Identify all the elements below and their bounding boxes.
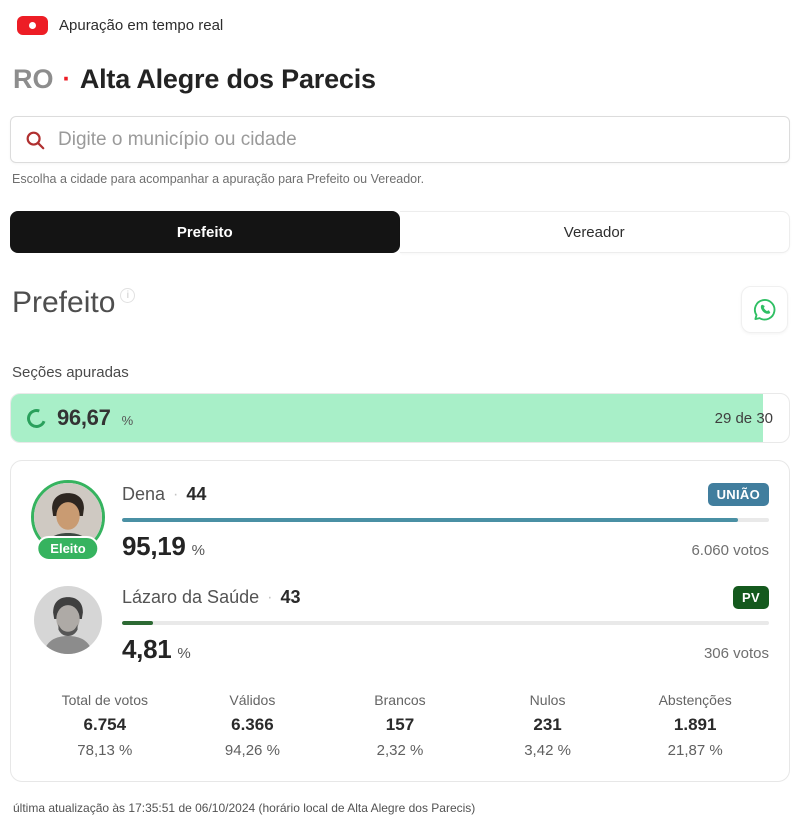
tab-prefeito[interactable]: Prefeito: [10, 211, 400, 253]
stat-label: Brancos: [374, 692, 426, 708]
candidate-percent-sign: %: [191, 542, 205, 559]
dot-separator: ·: [267, 588, 273, 606]
candidate-details: Lázaro da Saúde · 43 PV 4,81 % 306 votos: [122, 583, 769, 665]
stat-validos: Válidos 6.366 94,26 %: [179, 692, 327, 759]
info-icon[interactable]: i: [120, 288, 136, 303]
search-input[interactable]: [58, 128, 776, 151]
city-name: Alta Alegre dos Parecis: [79, 64, 376, 94]
stat-value: 231: [533, 715, 562, 734]
candidate-percent: 95,19: [122, 531, 186, 561]
candidate-vote-bar: [122, 518, 769, 522]
section-title-text: Prefeito: [12, 286, 116, 319]
search-icon: [26, 131, 45, 149]
state-abbreviation: RO: [13, 64, 54, 94]
whatsapp-share-button[interactable]: [741, 286, 788, 333]
candidate-row-lazaro: Lázaro da Saúde · 43 PV 4,81 % 306 votos: [31, 583, 769, 665]
candidates-card: Eleito Dena · 44 UNIÃO 95,19 % 6.060 vot…: [10, 460, 790, 782]
live-tv-icon: [17, 16, 48, 35]
candidate-result-row: 4,81 % 306 votos: [122, 634, 769, 665]
candidate-details: Dena · 44 UNIÃO 95,19 % 6.060 votos: [122, 480, 769, 562]
candidate-avatar-wrap: [31, 583, 105, 657]
stat-brancos: Brancos 157 2,32 %: [326, 692, 474, 759]
dot-separator: ·: [173, 485, 179, 503]
sections-progress-fill: [11, 394, 764, 442]
stat-percent: 2,32 %: [376, 742, 424, 759]
section-heading-row: Prefeito i: [10, 286, 790, 333]
party-badge: PV: [733, 586, 769, 609]
stat-label: Nulos: [529, 692, 566, 708]
whatsapp-icon: [753, 299, 776, 321]
stat-percent: 3,42 %: [524, 742, 571, 759]
sections-count: 29 de 30: [714, 409, 773, 427]
last-update-text: última atualização às 17:35:51 de 06/10/…: [13, 801, 476, 815]
candidate-row-dena: Eleito Dena · 44 UNIÃO 95,19 % 6.060 vot…: [31, 480, 769, 562]
candidate-avatar-wrap: Eleito: [31, 480, 105, 561]
stat-value: 1.891: [673, 715, 717, 734]
stat-label: Abstenções: [658, 692, 732, 708]
loading-spinner-icon: [23, 405, 50, 431]
candidate-photo: [34, 586, 102, 654]
candidate-percent: 4,81: [122, 634, 172, 664]
stat-abstencoes: Abstenções 1.891 21,87 %: [621, 692, 769, 759]
stat-label: Válidos: [229, 692, 276, 708]
city-search-box[interactable]: [10, 116, 790, 163]
candidate-name-row: Dena · 44 UNIÃO: [122, 483, 769, 506]
stat-value: 157: [385, 715, 415, 734]
live-dot-icon: [29, 22, 36, 29]
stat-percent: 21,87 %: [667, 742, 723, 759]
stat-percent: 78,13 %: [77, 742, 133, 759]
stat-nulos: Nulos 231 3,42 %: [474, 692, 622, 759]
stat-total-votos: Total de votos 6.754 78,13 %: [31, 692, 179, 759]
stat-label: Total de votos: [61, 692, 148, 708]
title-dot-separator: ·: [62, 65, 71, 93]
candidate-vote-bar-fill: [122, 621, 154, 625]
stat-value: 6.366: [231, 715, 274, 734]
candidate-result-row: 95,19 % 6.060 votos: [122, 531, 769, 562]
avatar: [31, 583, 105, 657]
sections-progress-content: 96,67 % 29 de 30: [11, 394, 789, 442]
tab-vereador[interactable]: Vereador: [399, 211, 790, 253]
candidate-number: 44: [186, 484, 207, 504]
candidate-name-row: Lázaro da Saúde · 43 PV: [122, 586, 769, 609]
candidate-name: Lázaro da Saúde: [122, 587, 260, 607]
status-badge: Eleito: [36, 536, 100, 561]
candidate-vote-bar-fill: [122, 518, 738, 522]
search-helper-text: Escolha a cidade para acompanhar a apura…: [12, 172, 425, 186]
page-title: RO · Alta Alegre dos Parecis: [13, 64, 790, 95]
candidate-percent-sign: %: [177, 645, 191, 662]
sections-counted-label: Seções apuradas: [12, 364, 129, 381]
stat-value: 6.754: [83, 715, 127, 734]
office-tabs: Prefeito Vereador: [10, 211, 790, 253]
candidate-votes: 306 votos: [703, 645, 769, 662]
vote-stats-row: Total de votos 6.754 78,13 % Válidos 6.3…: [31, 692, 769, 759]
live-indicator-row: Apuração em tempo real: [10, 16, 790, 35]
candidate-votes: 6.060 votos: [691, 542, 769, 559]
sections-progress-bar: 96,67 % 29 de 30: [10, 393, 790, 443]
live-label: Apuração em tempo real: [59, 17, 224, 34]
party-badge: UNIÃO: [707, 483, 769, 506]
section-title: Prefeito i: [12, 286, 136, 320]
candidate-name: Dena: [122, 484, 166, 504]
sections-percent: 96,67: [57, 405, 111, 430]
stat-percent: 94,26 %: [224, 742, 280, 759]
candidate-number: 43: [280, 587, 301, 607]
sections-percent-sign: %: [121, 413, 134, 428]
candidate-vote-bar: [122, 621, 769, 625]
